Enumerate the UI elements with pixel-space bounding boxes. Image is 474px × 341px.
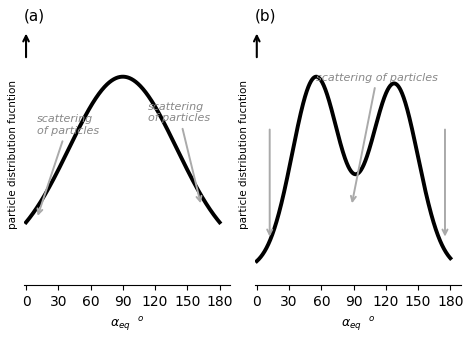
Text: scattering
of particles: scattering of particles [37,114,99,214]
X-axis label: $\alpha_{eq}$  $^o$: $\alpha_{eq}$ $^o$ [110,315,145,333]
Y-axis label: particle distribution fucntion: particle distribution fucntion [239,80,249,229]
Text: (a): (a) [24,8,45,23]
Text: scattering of particles: scattering of particles [316,73,438,201]
Y-axis label: particle distribution fucntion: particle distribution fucntion [9,80,18,229]
Text: scattering
of particles: scattering of particles [147,102,210,201]
Text: (b): (b) [255,8,276,23]
X-axis label: $\alpha_{eq}$  $^o$: $\alpha_{eq}$ $^o$ [341,315,375,333]
